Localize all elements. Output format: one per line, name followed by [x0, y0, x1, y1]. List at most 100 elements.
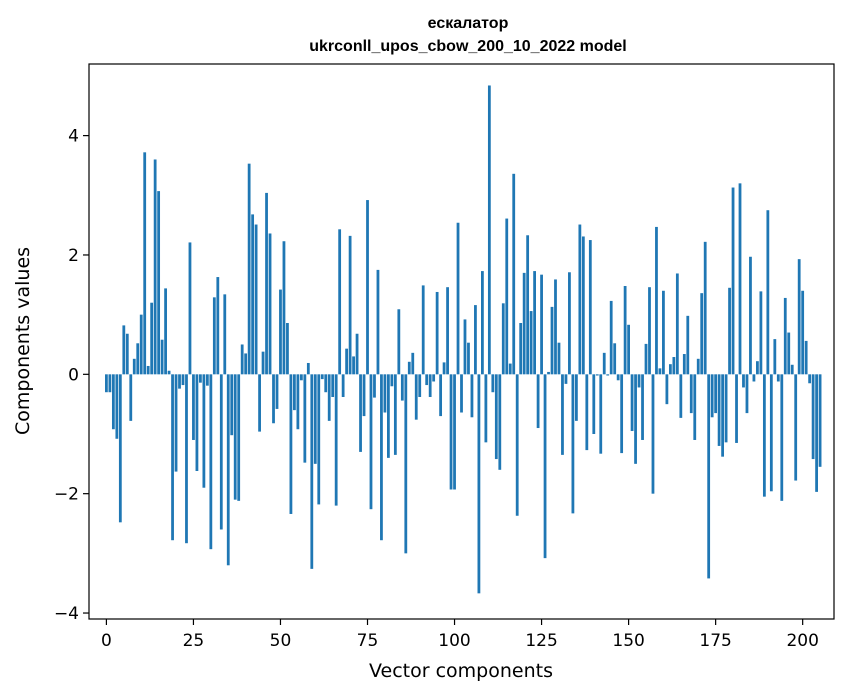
bar-182: [738, 183, 742, 375]
bar-119: [519, 323, 523, 375]
bar-42: [251, 214, 255, 375]
y-tick-label: −2: [54, 485, 79, 505]
bar-34: [223, 294, 227, 375]
bar-36: [230, 374, 234, 436]
bar-153: [637, 374, 641, 388]
bar-154: [641, 374, 644, 440]
bar-44: [258, 374, 261, 432]
y-axis-label: Components values: [12, 247, 34, 435]
bar-48: [272, 374, 275, 424]
bar-105: [470, 374, 474, 418]
bar-33: [219, 374, 223, 530]
bar-155: [644, 343, 648, 375]
bar-45: [261, 351, 265, 375]
bar-28: [202, 374, 206, 488]
bar-147: [616, 374, 620, 381]
bar-178: [724, 374, 728, 443]
bar-49: [275, 374, 279, 409]
bar-150: [627, 324, 630, 375]
bar-64: [327, 374, 331, 421]
bar-10: [139, 314, 143, 375]
bar-100: [453, 374, 456, 490]
bar-124: [536, 374, 540, 429]
bar-85: [400, 374, 404, 401]
bar-125: [540, 274, 543, 375]
bar-188: [759, 291, 763, 375]
bar-161: [665, 374, 669, 405]
bar-106: [474, 305, 477, 375]
bar-15: [157, 191, 161, 375]
bar-99: [449, 374, 453, 490]
bar-63: [324, 374, 328, 393]
bar-66: [334, 374, 338, 506]
bar-112: [494, 374, 498, 460]
bar-204: [815, 374, 818, 492]
bar-130: [557, 342, 561, 375]
bar-82: [390, 374, 394, 387]
bar-199: [797, 259, 801, 375]
bar-102: [460, 374, 463, 413]
bar-174: [710, 374, 714, 418]
bar-0: [105, 374, 108, 393]
bar-62: [320, 374, 324, 380]
bar-5: [122, 325, 126, 375]
bar-1: [108, 374, 112, 393]
bar-144: [606, 374, 610, 376]
bar-14: [153, 159, 157, 375]
bar-166: [682, 354, 686, 375]
bar-53: [289, 374, 293, 514]
y-tick-label: 4: [68, 127, 79, 147]
bar-2: [111, 374, 115, 430]
bar-114: [501, 303, 505, 375]
x-tick-label: 175: [699, 631, 731, 651]
bar-180: [731, 187, 735, 375]
bar-167: [686, 315, 690, 375]
bar-38: [237, 374, 241, 501]
bar-122: [529, 311, 533, 375]
bar-121: [526, 235, 530, 375]
bar-90: [418, 374, 422, 397]
bar-111: [491, 374, 495, 393]
bar-50: [279, 289, 282, 375]
bar-71: [352, 356, 355, 375]
bar-95: [435, 291, 439, 375]
bar-3: [115, 374, 119, 439]
bar-127: [547, 371, 550, 375]
bar-72: [355, 333, 359, 375]
bar-205: [818, 374, 822, 467]
bar-195: [783, 297, 787, 375]
bar-202: [808, 374, 812, 384]
x-tick-label: 200: [786, 631, 818, 651]
bar-24: [188, 242, 192, 375]
bar-91: [421, 285, 425, 375]
bar-134: [571, 374, 575, 514]
bar-201: [804, 340, 808, 375]
bar-191: [769, 374, 773, 492]
bar-197: [790, 364, 794, 375]
bar-78: [376, 269, 380, 375]
bar-108: [481, 271, 484, 375]
bar-109: [484, 374, 488, 443]
chart-title: ескалатор: [428, 15, 509, 32]
bar-51: [282, 241, 286, 375]
bar-83: [393, 374, 397, 455]
x-tick-label: 0: [101, 631, 112, 651]
bar-152: [634, 374, 637, 464]
bar-67: [338, 229, 342, 375]
bar-184: [745, 374, 749, 414]
bar-198: [794, 374, 798, 481]
bar-133: [568, 272, 571, 375]
bar-12: [146, 365, 150, 375]
bar-168: [689, 374, 693, 414]
bar-22: [181, 374, 185, 386]
bar-75: [366, 200, 369, 375]
y-tick-label: 0: [68, 365, 79, 385]
bar-57: [303, 374, 307, 463]
bar-93: [428, 374, 432, 397]
x-axis-label: Vector components: [369, 660, 553, 682]
bar-76: [369, 374, 373, 510]
bar-173: [707, 374, 711, 579]
bar-157: [651, 374, 655, 494]
bar-8: [132, 358, 136, 375]
